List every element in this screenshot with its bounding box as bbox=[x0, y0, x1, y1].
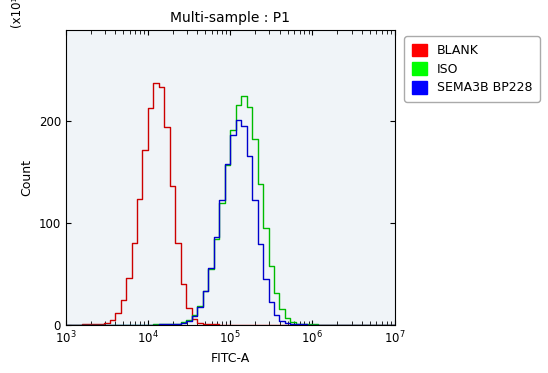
Title: Multi-sample : P1: Multi-sample : P1 bbox=[170, 10, 290, 25]
Line: ISO: ISO bbox=[66, 96, 395, 325]
SEMA3B BP228 bbox=[293, 322, 299, 326]
SEMA3B BP228 bbox=[150, 322, 157, 327]
ISO bbox=[380, 322, 387, 327]
ISO bbox=[391, 322, 398, 327]
ISO bbox=[293, 320, 299, 324]
SEMA3B BP228 bbox=[249, 154, 255, 159]
SEMA3B BP228 bbox=[391, 322, 398, 327]
BLANK bbox=[62, 322, 69, 327]
ISO bbox=[249, 105, 255, 109]
BLANK bbox=[386, 322, 392, 327]
SEMA3B BP228 bbox=[380, 322, 387, 327]
Y-axis label: Count: Count bbox=[20, 159, 33, 196]
BLANK bbox=[134, 241, 140, 245]
ISO bbox=[62, 322, 69, 327]
BLANK bbox=[150, 81, 157, 86]
Line: SEMA3B BP228: SEMA3B BP228 bbox=[66, 120, 395, 325]
SEMA3B BP228 bbox=[62, 322, 69, 327]
ISO bbox=[238, 94, 244, 98]
ISO bbox=[134, 322, 140, 327]
SEMA3B BP228 bbox=[134, 322, 140, 327]
X-axis label: FITC-A: FITC-A bbox=[210, 351, 250, 364]
BLANK bbox=[293, 322, 299, 327]
BLANK bbox=[326, 322, 332, 327]
SEMA3B BP228 bbox=[232, 118, 239, 122]
ISO bbox=[150, 322, 157, 327]
Text: (x10¹): (x10¹) bbox=[10, 0, 23, 27]
BLANK bbox=[380, 322, 387, 327]
SEMA3B BP228 bbox=[386, 322, 392, 327]
SEMA3B BP228 bbox=[326, 322, 332, 327]
BLANK bbox=[156, 81, 162, 86]
BLANK bbox=[391, 322, 398, 327]
Legend: BLANK, ISO, SEMA3B BP228: BLANK, ISO, SEMA3B BP228 bbox=[404, 36, 540, 102]
ISO bbox=[326, 322, 332, 327]
ISO bbox=[386, 322, 392, 327]
BLANK bbox=[249, 322, 255, 327]
Line: BLANK: BLANK bbox=[66, 84, 395, 325]
